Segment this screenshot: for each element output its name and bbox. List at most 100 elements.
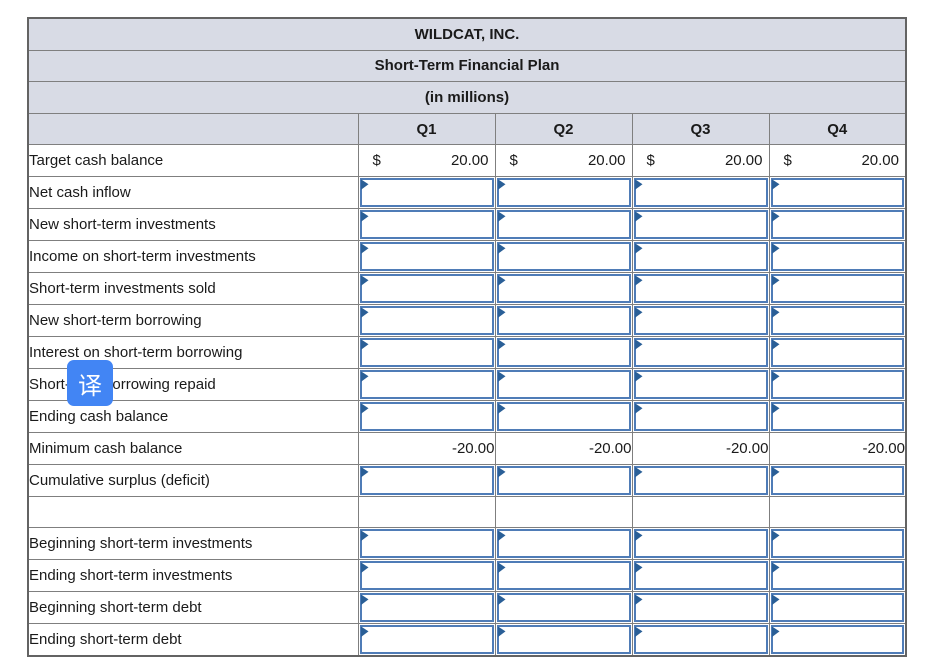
answer-input-q1[interactable] [361, 403, 492, 429]
currency-symbol: $ [646, 152, 655, 170]
answer-input-q1[interactable] [361, 595, 492, 621]
table-row-new-short-term-borrowing: New short-term borrowing [27, 303, 907, 337]
row-label: Target cash balance [27, 144, 359, 177]
answer-input-q4[interactable] [772, 243, 902, 269]
table-row-minimum-cash-balance: Minimum cash balance -20.00 -20.00 -20.0… [27, 431, 907, 465]
answer-input-q3[interactable] [635, 211, 766, 237]
company-title: WILDCAT, INC. [27, 17, 907, 51]
currency-symbol: $ [783, 152, 792, 170]
answer-input-q2[interactable] [498, 275, 629, 301]
table-row-net-cash-inflow: Net cash inflow [27, 175, 907, 209]
table-row-ending-short-term-investments: Ending short-term investments [27, 559, 907, 593]
cell-value: -20.00 [357, 431, 496, 465]
row-label: Income on short-term investments [27, 239, 359, 273]
table-row-beginning-short-term-debt: Beginning short-term debt [27, 591, 907, 625]
column-header-q4: Q4 [768, 112, 907, 146]
cell-value: 20.00 [587, 152, 626, 170]
answer-input-q2[interactable] [498, 307, 629, 333]
currency-symbol: $ [509, 152, 518, 170]
answer-input-q2[interactable] [498, 467, 629, 493]
row-label: Minimum cash balance [27, 431, 359, 465]
answer-input-q1[interactable] [361, 307, 492, 333]
answer-input-q1[interactable] [361, 371, 492, 397]
answer-input-q4[interactable] [772, 211, 902, 237]
currency-symbol: $ [372, 152, 381, 170]
answer-input-q4[interactable] [772, 307, 902, 333]
row-label: New short-term borrowing [27, 303, 359, 337]
table-row-cumulative-surplus-deficit: Cumulative surplus (deficit) [27, 463, 907, 497]
answer-input-q1[interactable] [361, 179, 492, 205]
units-row: (in millions) [27, 81, 907, 114]
cell-value: -20.00 [631, 431, 770, 465]
table-row-income-on-short-term-investments: Income on short-term investments [27, 239, 907, 273]
table-row-beginning-short-term-investments: Beginning short-term investments [27, 527, 907, 561]
answer-input-q1[interactable] [361, 275, 492, 301]
table-row-short-term-borrowing-repaid: Short-term borrowing repaid [27, 367, 907, 401]
translate-button[interactable]: 译 [67, 360, 113, 406]
corner-cell [27, 112, 359, 146]
row-label: Ending short-term investments [27, 559, 359, 593]
answer-input-q3[interactable] [635, 179, 766, 205]
cell-value: -20.00 [768, 431, 907, 465]
cell-value: -20.00 [494, 431, 633, 465]
answer-input-q2[interactable] [498, 243, 629, 269]
quarter-header-row: Q1 Q2 Q3 Q4 [27, 112, 907, 146]
column-header-q3: Q3 [631, 112, 770, 146]
table-row-ending-short-term-debt: Ending short-term debt [27, 623, 907, 657]
answer-input-q2[interactable] [498, 627, 629, 653]
row-label: Beginning short-term debt [27, 591, 359, 625]
answer-input-q4[interactable] [772, 403, 902, 429]
answer-input-q1[interactable] [361, 467, 492, 493]
answer-input-q4[interactable] [772, 467, 902, 493]
answer-input-q3[interactable] [635, 371, 766, 397]
table-row-target-cash-balance: Target cash balance $20.00 $20.00 $20.00… [27, 144, 907, 177]
subtitle-row: Short-Term Financial Plan [27, 49, 907, 83]
answer-input-q2[interactable] [498, 179, 629, 205]
answer-input-q4[interactable] [772, 371, 902, 397]
row-label: Beginning short-term investments [27, 527, 359, 561]
answer-input-q2[interactable] [498, 563, 629, 589]
row-label: Short-term investments sold [27, 271, 359, 305]
answer-input-q3[interactable] [635, 627, 766, 653]
answer-input-q3[interactable] [635, 403, 766, 429]
empty-cell [768, 495, 907, 529]
answer-input-q1[interactable] [361, 243, 492, 269]
answer-input-q4[interactable] [772, 179, 902, 205]
answer-input-q2[interactable] [498, 339, 629, 365]
answer-input-q3[interactable] [635, 243, 766, 269]
empty-cell [27, 495, 359, 529]
answer-input-q1[interactable] [361, 563, 492, 589]
answer-input-q4[interactable] [772, 595, 902, 621]
spacer-row [27, 495, 907, 529]
row-label: Ending short-term debt [27, 623, 359, 657]
answer-input-q1[interactable] [361, 211, 492, 237]
table-row-interest-on-short-term-borrowing: Interest on short-term borrowing [27, 335, 907, 369]
answer-input-q2[interactable] [498, 371, 629, 397]
answer-input-q4[interactable] [772, 531, 902, 557]
answer-input-q3[interactable] [635, 531, 766, 557]
answer-input-q1[interactable] [361, 339, 492, 365]
empty-cell [494, 495, 633, 529]
answer-input-q3[interactable] [635, 339, 766, 365]
answer-input-q3[interactable] [635, 307, 766, 333]
answer-input-q2[interactable] [498, 211, 629, 237]
answer-input-q2[interactable] [498, 403, 629, 429]
column-header-q2: Q2 [494, 112, 633, 146]
answer-input-q2[interactable] [498, 595, 629, 621]
cell-value: 20.00 [450, 152, 489, 170]
answer-input-q4[interactable] [772, 563, 902, 589]
answer-input-q3[interactable] [635, 595, 766, 621]
answer-input-q1[interactable] [361, 627, 492, 653]
cell-value: 20.00 [724, 152, 763, 170]
empty-cell [631, 495, 770, 529]
answer-input-q4[interactable] [772, 627, 902, 653]
answer-input-q4[interactable] [772, 275, 902, 301]
answer-input-q4[interactable] [772, 339, 902, 365]
empty-cell [357, 495, 496, 529]
answer-input-q3[interactable] [635, 275, 766, 301]
answer-input-q2[interactable] [498, 531, 629, 557]
answer-input-q3[interactable] [635, 467, 766, 493]
answer-input-q1[interactable] [361, 531, 492, 557]
answer-input-q3[interactable] [635, 563, 766, 589]
units-note: (in millions) [27, 81, 907, 114]
